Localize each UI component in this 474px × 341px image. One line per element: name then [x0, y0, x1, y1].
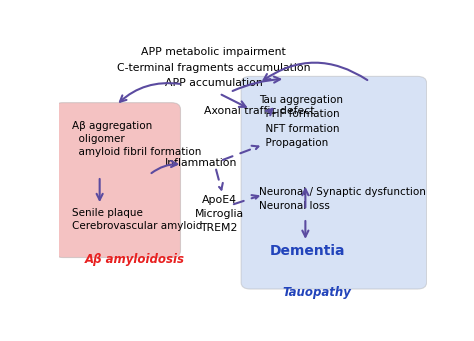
Text: TREM2: TREM2: [201, 223, 238, 233]
Text: ApoE4: ApoE4: [201, 194, 237, 205]
FancyBboxPatch shape: [241, 76, 427, 289]
Text: APP accumulation: APP accumulation: [164, 78, 263, 88]
Text: Axonal traffic defect: Axonal traffic defect: [204, 105, 315, 116]
Text: Aβ amyloidosis: Aβ amyloidosis: [85, 253, 185, 266]
Text: Aβ aggregation: Aβ aggregation: [72, 121, 152, 131]
Text: Tauopathy: Tauopathy: [282, 286, 351, 299]
Text: Cerebrovascular amyloid: Cerebrovascular amyloid: [72, 221, 202, 231]
Text: Senile plaque: Senile plaque: [72, 208, 143, 218]
Text: oligomer: oligomer: [72, 134, 125, 144]
Text: Propagation: Propagation: [259, 138, 328, 148]
Text: Inflammation: Inflammation: [164, 158, 237, 168]
FancyBboxPatch shape: [54, 103, 181, 257]
Text: C-terminal fragments accumulation: C-terminal fragments accumulation: [117, 63, 310, 73]
Text: Dementia: Dementia: [269, 244, 345, 258]
Text: Tau aggregation: Tau aggregation: [259, 95, 344, 105]
Text: APP metabolic impairment: APP metabolic impairment: [141, 47, 286, 58]
Text: NFT formation: NFT formation: [259, 124, 340, 134]
Text: PHF formation: PHF formation: [259, 109, 340, 119]
Text: Neuronal loss: Neuronal loss: [259, 201, 330, 211]
Text: Microglia: Microglia: [194, 209, 244, 219]
Text: amyloid fibril formation: amyloid fibril formation: [72, 147, 201, 157]
Text: Neuronal / Synaptic dysfunction: Neuronal / Synaptic dysfunction: [259, 187, 426, 197]
